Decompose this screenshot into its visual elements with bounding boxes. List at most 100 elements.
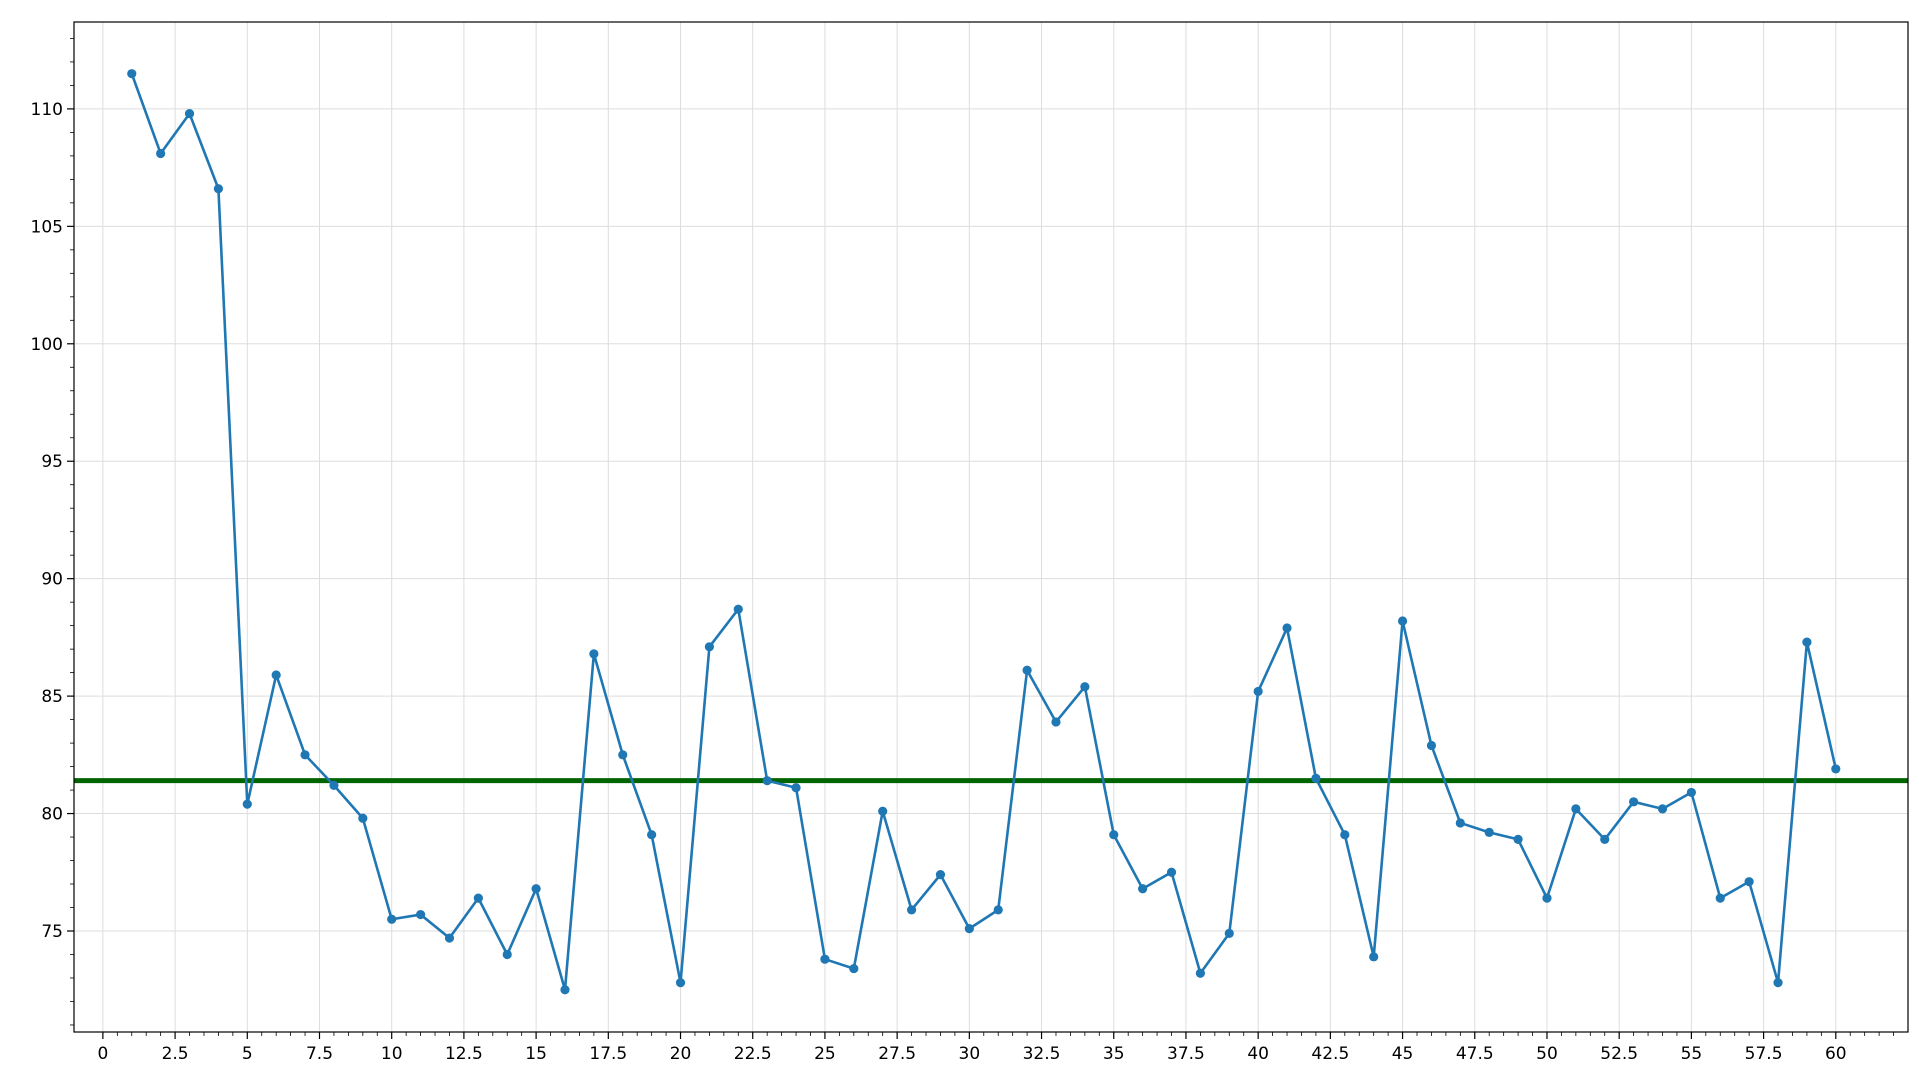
data-point	[1311, 773, 1321, 783]
data-point	[878, 806, 888, 816]
data-point	[1542, 893, 1552, 903]
series-line	[130, 73, 1838, 992]
data-point	[1022, 665, 1032, 675]
x-tick-label: 5	[242, 1044, 253, 1064]
x-tick-label: 17.5	[589, 1044, 627, 1064]
axis-ticks	[67, 38, 1894, 1039]
x-tick-label: 60	[1825, 1044, 1847, 1064]
data-point	[1657, 804, 1668, 814]
x-tick-label: 45	[1392, 1044, 1414, 1064]
data-point	[1224, 928, 1234, 938]
data-point	[1166, 867, 1177, 877]
x-tick-label: 2.5	[162, 1044, 189, 1064]
x-tick-label: 12.5	[445, 1044, 483, 1064]
data-point	[415, 909, 426, 920]
data-point	[820, 954, 830, 964]
x-tick-label: 25	[814, 1044, 836, 1064]
data-point	[213, 184, 224, 194]
data-point	[531, 884, 541, 894]
data-point	[1773, 978, 1783, 988]
data-point	[560, 985, 570, 995]
tick-labels: 0 2.5 5 7.5 10 12.5 15 17.5 20 22.5 25 27.5 30 32.5 35…	[31, 100, 1847, 1064]
x-tick-label: 50	[1536, 1044, 1558, 1064]
x-tick-label: 35	[1103, 1044, 1125, 1064]
grid	[74, 22, 1908, 1032]
series-group	[127, 69, 1841, 995]
data-point	[1484, 827, 1494, 837]
plot-frame	[73, 21, 1909, 1033]
data-point	[704, 642, 715, 652]
data-point	[1253, 686, 1263, 697]
x-tick-label: 30	[959, 1044, 981, 1064]
x-tick-label: 32.5	[1023, 1044, 1061, 1064]
data-point	[242, 799, 252, 809]
x-tick-label: 55	[1681, 1044, 1703, 1064]
y-tick-label: 75	[41, 922, 63, 942]
x-tick-label: 7.5	[306, 1044, 333, 1064]
x-tick-label: 27.5	[878, 1044, 916, 1064]
data-point	[675, 978, 686, 988]
data-point	[935, 870, 946, 880]
data-point	[1051, 717, 1061, 727]
data-point	[906, 905, 917, 915]
data-point	[1600, 834, 1610, 844]
data-point	[358, 813, 368, 823]
data-point	[1513, 834, 1523, 844]
x-tick-label: 20	[670, 1044, 692, 1064]
data-point	[993, 905, 1003, 915]
data-point	[733, 604, 743, 614]
data-point	[1109, 830, 1119, 840]
data-point	[1369, 952, 1379, 962]
data-point	[647, 830, 657, 840]
data-point	[849, 963, 859, 974]
data-point	[1080, 682, 1090, 692]
data-point	[1831, 764, 1841, 774]
data-point	[300, 750, 310, 760]
data-point	[127, 69, 137, 79]
x-tick-label: 0	[97, 1044, 108, 1064]
data-point	[1397, 616, 1408, 626]
data-point	[271, 670, 281, 680]
data-point	[589, 649, 599, 659]
data-point	[964, 924, 974, 934]
data-point	[387, 914, 397, 924]
data-point	[1571, 804, 1581, 814]
x-tick-label: 57.5	[1745, 1044, 1783, 1064]
x-tick-label: 40	[1247, 1044, 1269, 1064]
data-point	[1340, 830, 1350, 840]
x-tick-label: 15	[525, 1044, 547, 1064]
data-point	[444, 933, 455, 943]
data-point	[1629, 797, 1639, 807]
x-tick-label: 42.5	[1311, 1044, 1349, 1064]
data-point	[791, 783, 801, 793]
data-point	[1426, 740, 1437, 751]
y-tick-label: 95	[41, 452, 63, 472]
y-tick-label: 80	[41, 805, 63, 825]
data-point	[156, 148, 166, 159]
x-tick-label: 22.5	[734, 1044, 772, 1064]
data-point	[1455, 818, 1465, 828]
y-tick-label: 105	[31, 217, 63, 237]
y-tick-label: 90	[41, 570, 63, 590]
data-point	[762, 776, 772, 786]
data-point	[1686, 787, 1696, 798]
data-point	[1282, 623, 1292, 633]
data-point	[329, 780, 339, 790]
x-tick-label: 10	[381, 1044, 403, 1064]
x-tick-label: 52.5	[1600, 1044, 1638, 1064]
x-tick-label: 37.5	[1167, 1044, 1205, 1064]
data-point	[1744, 877, 1754, 887]
y-tick-label: 110	[31, 100, 63, 120]
y-tick-label: 100	[31, 335, 63, 355]
data-point	[502, 949, 512, 960]
data-point	[1195, 968, 1205, 978]
data-point	[473, 893, 483, 903]
x-tick-label: 47.5	[1456, 1044, 1494, 1064]
data-point	[1138, 884, 1148, 894]
data-point	[1715, 893, 1725, 903]
data-point	[618, 750, 628, 760]
y-tick-label: 85	[41, 687, 63, 707]
data-point	[1802, 637, 1812, 647]
data-point	[184, 109, 195, 119]
